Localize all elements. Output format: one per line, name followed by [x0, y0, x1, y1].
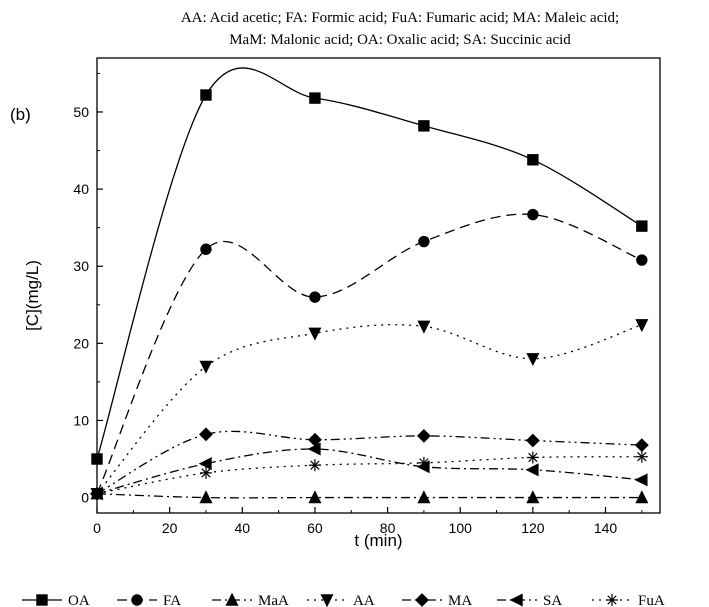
- series-maa: [90, 486, 649, 504]
- legend-item-aa: AA: [307, 593, 375, 607]
- data-point-ma: [416, 428, 431, 443]
- legend-item-fa: FA: [117, 593, 181, 607]
- x-tick-label: 40: [235, 520, 251, 536]
- x-tick-label: 120: [521, 520, 545, 536]
- series-line-sa: [96, 448, 642, 495]
- legend-label-ma: MA: [448, 593, 472, 607]
- data-point-sa: [525, 463, 539, 477]
- data-point-fa: [527, 208, 539, 221]
- legend-marker-fua: [606, 594, 618, 606]
- series-sa: [89, 442, 648, 501]
- data-point-maa: [635, 490, 649, 504]
- series-line-maa: [96, 493, 642, 499]
- data-point-ma: [525, 433, 540, 448]
- legend-label-sa: SA: [543, 593, 562, 607]
- data-point-ma: [634, 438, 649, 453]
- data-point-fua: [308, 459, 321, 472]
- legend-item-maa: MaA: [212, 592, 289, 607]
- legend-label-aa: AA: [353, 593, 375, 607]
- data-point-maa: [199, 490, 213, 504]
- data-point-sa: [307, 442, 321, 456]
- x-tick-label: 60: [307, 520, 323, 536]
- series-line-fa: [96, 213, 643, 494]
- y-tick-label: 40: [73, 181, 89, 197]
- legend-label-maa: MaA: [258, 593, 289, 607]
- data-point-oa: [418, 120, 430, 132]
- series-line-ma: [96, 430, 642, 495]
- data-point-aa: [308, 327, 322, 341]
- data-point-oa: [636, 220, 648, 232]
- data-point-sa: [634, 473, 648, 487]
- series-oa: [91, 67, 648, 465]
- legend-item-sa: SA: [497, 593, 562, 607]
- data-point-fa: [309, 291, 321, 303]
- series-fa: [91, 208, 648, 500]
- series-line-aa: [96, 324, 643, 495]
- legend-marker-sa: [509, 593, 523, 607]
- data-point-aa: [417, 320, 431, 334]
- y-axis-label: [C](mg/L): [23, 260, 42, 331]
- data-point-sa: [198, 457, 212, 471]
- legend-label-oa: OA: [68, 593, 90, 607]
- series-line-oa: [96, 67, 643, 460]
- data-point-fa: [200, 243, 212, 255]
- chart-title-line-1: AA: Acid acetic; FA: Formic acid; FuA: F…: [181, 10, 619, 26]
- x-tick-label: 100: [449, 520, 473, 536]
- legend-marker-oa: [36, 594, 48, 606]
- data-point-fa: [636, 254, 648, 266]
- data-point-fua: [635, 450, 648, 463]
- legend-item-oa: OA: [22, 593, 90, 607]
- x-tick-label: 140: [594, 520, 618, 536]
- legend-marker-fa: [131, 594, 143, 606]
- x-tick-label: 80: [380, 520, 396, 536]
- x-tick-label: 0: [93, 520, 101, 536]
- y-tick-label: 0: [81, 490, 89, 506]
- x-tick-label: 20: [162, 520, 178, 536]
- data-point-aa: [526, 353, 540, 367]
- legend-label-fua: FuA: [638, 593, 665, 607]
- series-line-fua: [96, 456, 642, 495]
- data-point-oa: [200, 89, 212, 101]
- legend-marker-ma: [415, 593, 429, 607]
- chart-title-line-2: MaM: Malonic acid; OA: Oxalic acid; SA: …: [229, 32, 571, 48]
- data-point-maa: [417, 490, 431, 504]
- data-point-fua: [417, 456, 430, 469]
- data-point-fua: [199, 466, 212, 479]
- data-point-maa: [308, 490, 322, 504]
- y-tick-label: 10: [73, 412, 89, 428]
- data-point-maa: [526, 490, 540, 504]
- data-point-oa: [309, 92, 321, 104]
- data-point-oa: [527, 154, 539, 166]
- y-tick-label: 20: [73, 335, 89, 351]
- data-point-aa: [199, 360, 213, 374]
- x-axis-label: t (min): [354, 531, 402, 550]
- legend-marker-aa: [320, 594, 334, 607]
- legend-item-fua: FuA: [592, 593, 665, 607]
- plot-frame: [96, 57, 661, 514]
- legend-marker-maa: [225, 592, 239, 606]
- series-fua: [91, 450, 648, 500]
- panel-label: (b): [10, 105, 31, 124]
- series-aa: [90, 319, 649, 502]
- y-tick-label: 50: [73, 104, 89, 120]
- data-point-fua: [91, 487, 103, 500]
- data-point-fa: [418, 235, 430, 248]
- legend-label-fa: FA: [163, 593, 181, 607]
- data-point-oa: [91, 453, 103, 465]
- data-point-ma: [199, 427, 213, 442]
- legend-item-ma: MA: [402, 593, 472, 607]
- data-point-fua: [526, 451, 539, 464]
- y-tick-label: 30: [73, 258, 89, 274]
- data-point-aa: [635, 319, 649, 333]
